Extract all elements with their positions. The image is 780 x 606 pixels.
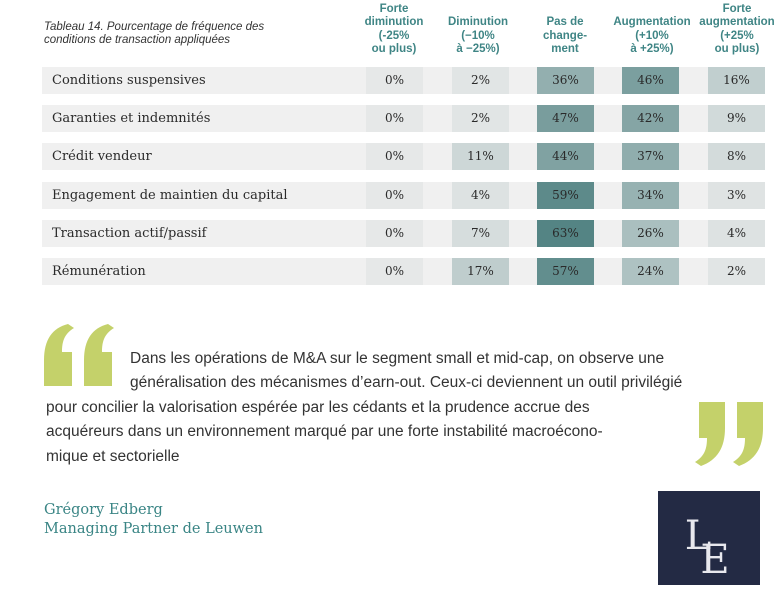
quote-author: Grégory Edberg Managing Partner de Leuwe… [44,501,263,539]
table-cell: 57% [537,258,594,285]
table-cell: 2% [452,67,509,94]
column-header-line: à +25%) [630,43,674,56]
row-label: Garanties et indemnités [52,111,211,126]
quote-line: généralisation des mécanismes d’earn-out… [130,374,683,392]
author-title: Managing Partner de Leuwen [44,521,263,537]
column-header: Augmentation (+10% à +25%) [606,16,698,57]
column-header-line: ou plus) [714,43,760,56]
table-cell: 36% [537,67,594,94]
table-cell: 46% [622,67,679,94]
table-cell: 0% [366,143,423,170]
column-header-line: Forte [722,2,752,15]
column-header-line: ment [551,43,579,56]
table-cell: 0% [366,67,423,94]
column-header-line: Diminution [447,16,509,29]
row-label: Conditions suspensives [52,73,206,88]
row-label: Crédit vendeur [52,149,152,164]
table-cell: 11% [452,143,509,170]
column-header-line: (-25% [378,29,410,42]
table-cell: 59% [537,182,594,209]
column-header-line: (+25% [720,29,754,42]
row-label: Rémunération [52,264,146,279]
leuwen-logo: L E [658,491,760,585]
table-cell: 2% [452,105,509,132]
table-cell: 3% [708,182,765,209]
table-cell: 42% [622,105,679,132]
column-header: Pas de change-ment [532,16,598,57]
quote-line: mique et sectorielle [46,447,180,465]
logo-monogram-icon: L E [685,513,730,583]
table-cell: 24% [622,258,679,285]
quote-line: Dans les opérations de M&A sur le segmen… [130,350,665,367]
table-cell: 0% [366,220,423,247]
table-cell: 16% [708,67,765,94]
column-header-line: ou plus) [371,43,417,56]
column-header-line: Pas de [546,16,584,29]
quote-line: acquéreurs dans un environnement marqué … [46,423,603,441]
table-cell: 4% [452,182,509,209]
column-header-line: à −25%) [456,43,500,56]
caption-line: Tableau 14. Pourcentage de fréquence des [44,21,265,33]
column-header-line: (+10% [635,29,669,42]
column-header-line: Augmentation [613,16,691,29]
table-cell: 34% [622,182,679,209]
close-quote-icon [695,402,763,466]
column-header: Forte augmentation (+25% ou plus) [691,3,780,57]
table-cell: 0% [366,258,423,285]
caption-line: conditions de transaction appliquées [44,34,231,46]
table-cell: 17% [452,258,509,285]
table-cell: 0% [366,105,423,132]
column-header: Diminution (−10% à −25%) [442,16,514,57]
quote-line: pour concilier la valorisation espérée p… [46,398,590,416]
table-cell: 47% [537,105,594,132]
column-header-line: (−10% [461,29,495,42]
column-header-line: augmentation [699,16,775,29]
table-cell: 8% [708,143,765,170]
table-cell: 2% [708,258,765,285]
svg-text:E: E [700,537,729,583]
column-header: Forte diminution (-25% ou plus) [359,3,429,57]
table-cell: 63% [537,220,594,247]
table-cell: 9% [708,105,765,132]
table-cell: 26% [622,220,679,247]
column-header-line: change- [542,29,588,42]
table-cell: 44% [537,143,594,170]
table-cell: 0% [366,182,423,209]
column-header-line: Forte [379,2,409,15]
svg-text:L: L [685,513,712,559]
table-caption: Tableau 14. Pourcentage de fréquence des… [44,21,284,47]
table-cell: 7% [452,220,509,247]
row-label: Transaction actif/passif [52,226,207,241]
column-header-line: diminution [364,16,424,29]
open-quote-icon [44,324,114,386]
author-name: Grégory Edberg [44,502,163,518]
table-cell: 37% [622,143,679,170]
row-label: Engagement de maintien du capital [52,188,288,203]
table-cell: 4% [708,220,765,247]
